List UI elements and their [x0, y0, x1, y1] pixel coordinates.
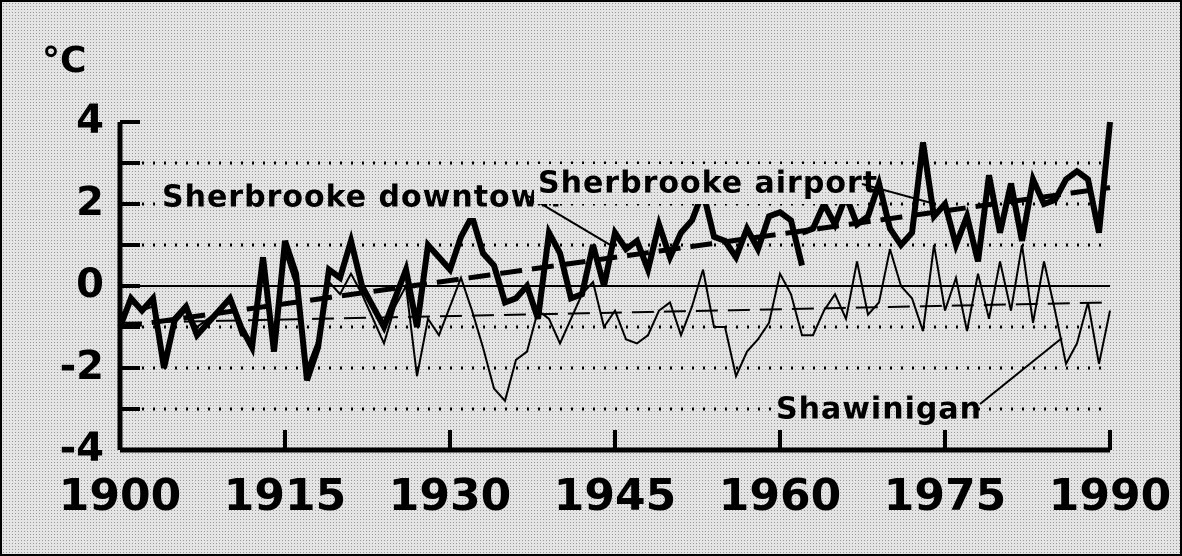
x-tick-label: 1975	[884, 470, 1006, 521]
x-tick-label: 1915	[224, 470, 346, 521]
label-background	[772, 390, 972, 430]
x-tick-label: 1930	[389, 470, 511, 521]
series-line	[119, 244, 1111, 403]
series-label: Sherbrooke airport	[538, 166, 878, 201]
y-tick-label: 4	[76, 97, 104, 143]
series-line	[800, 121, 1113, 263]
leader-line	[861, 183, 936, 205]
leader-line	[979, 337, 1063, 405]
series-label: Sherbrooke downtown	[162, 180, 562, 215]
y-tick-label: 0	[76, 261, 104, 307]
leader-line	[527, 195, 613, 247]
series-line	[117, 181, 805, 382]
y-tick-label: 2	[76, 179, 104, 225]
x-tick-label: 1900	[59, 470, 181, 521]
x-tick-label: 1960	[719, 470, 841, 521]
x-tick-label: 1990	[1049, 470, 1171, 521]
x-tick-label: 1945	[554, 470, 676, 521]
series-label: Shawinigan	[776, 392, 982, 427]
label-background	[534, 164, 864, 204]
label-background	[158, 178, 528, 218]
y-tick-label: -2	[60, 343, 104, 389]
y-unit-label: °C	[42, 40, 86, 81]
y-tick-label: -4	[60, 425, 104, 471]
